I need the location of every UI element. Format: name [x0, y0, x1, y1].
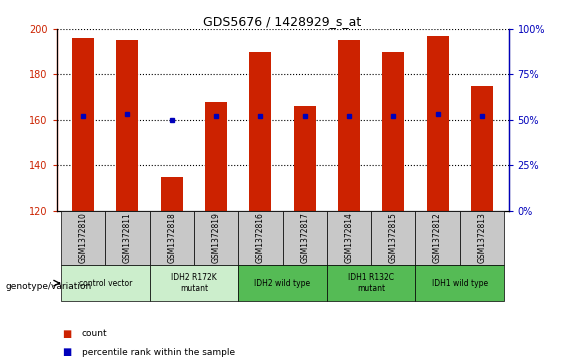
Text: GSM1372815: GSM1372815 — [389, 212, 398, 263]
Bar — [150, 211, 194, 265]
Text: count: count — [82, 330, 107, 338]
Text: GSM1372813: GSM1372813 — [477, 212, 486, 263]
Bar — [238, 211, 282, 265]
Bar — [194, 211, 238, 265]
Bar — [427, 36, 449, 211]
Text: ■: ■ — [62, 329, 71, 339]
Text: ■: ■ — [62, 347, 71, 357]
Bar — [382, 52, 405, 211]
Text: GSM1372818: GSM1372818 — [167, 212, 176, 263]
Bar — [116, 40, 138, 211]
Text: GSM1372817: GSM1372817 — [300, 212, 309, 263]
Bar — [371, 211, 415, 265]
Text: IDH2 R172K
mutant: IDH2 R172K mutant — [171, 273, 217, 293]
Bar — [338, 40, 360, 211]
Text: GSM1372810: GSM1372810 — [79, 212, 88, 263]
Bar — [282, 211, 327, 265]
Bar — [72, 38, 94, 211]
Bar — [205, 102, 227, 211]
Text: IDH1 wild type: IDH1 wild type — [432, 279, 488, 287]
Bar — [415, 211, 460, 265]
Bar — [150, 265, 238, 301]
Bar — [160, 176, 183, 211]
Text: genotype/variation: genotype/variation — [6, 282, 92, 291]
Bar — [327, 265, 415, 301]
Bar — [294, 106, 316, 211]
Text: GSM1372819: GSM1372819 — [211, 212, 220, 263]
Text: control vector: control vector — [79, 279, 132, 287]
Text: GSM1372812: GSM1372812 — [433, 212, 442, 263]
Bar — [61, 211, 105, 265]
Bar — [460, 211, 504, 265]
Text: IDH2 wild type: IDH2 wild type — [254, 279, 311, 287]
Text: GSM1372814: GSM1372814 — [345, 212, 354, 263]
Bar — [471, 86, 493, 211]
Bar — [105, 211, 150, 265]
Text: GSM1372811: GSM1372811 — [123, 212, 132, 263]
Bar — [415, 265, 504, 301]
Bar — [327, 211, 371, 265]
Bar — [61, 265, 150, 301]
Text: percentile rank within the sample: percentile rank within the sample — [82, 348, 235, 356]
Text: GSM1372816: GSM1372816 — [256, 212, 265, 263]
Text: IDH1 R132C
mutant: IDH1 R132C mutant — [348, 273, 394, 293]
Bar — [249, 52, 271, 211]
Title: GDS5676 / 1428929_s_at: GDS5676 / 1428929_s_at — [203, 15, 362, 28]
Bar — [238, 265, 327, 301]
